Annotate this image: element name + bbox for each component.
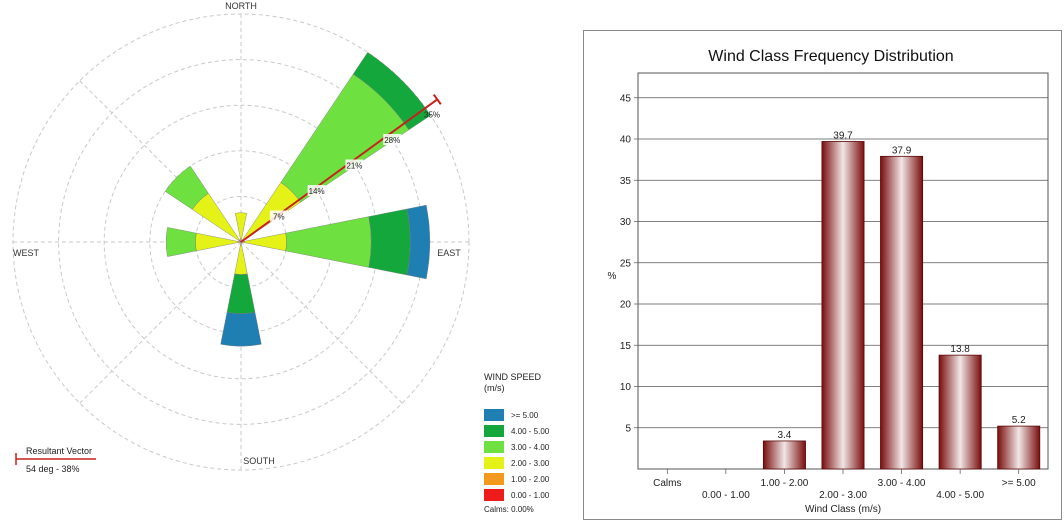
resultant-vector-value: 54 deg - 38% — [26, 464, 80, 474]
data-label: 5.2 — [1012, 415, 1026, 426]
bar — [938, 354, 982, 470]
legend-item: >= 5.00 — [484, 407, 576, 423]
legend-swatch — [484, 473, 504, 485]
y-tick-label: 15 — [620, 341, 632, 352]
bar — [762, 440, 806, 470]
legend-unit: (m/s) — [484, 383, 505, 393]
wind-speed-legend: WIND SPEED (m/s) >= 5.00 4.00 - 5.00 3.0… — [484, 372, 576, 514]
y-axis-label: % — [608, 271, 617, 282]
ring-label-bg — [383, 134, 402, 146]
ring-label: 7% — [273, 213, 285, 222]
wind-class-bar-chart: Wind Class Frequency Distribution 5 10 15 20… — [608, 48, 1049, 515]
petal-segment — [234, 244, 248, 275]
resultant-vector-icon — [15, 453, 96, 465]
legend-swatch — [484, 441, 504, 453]
legend-label: 1.00 - 2.00 — [511, 474, 550, 484]
ring-label: 14% — [309, 187, 325, 196]
data-label: 13.8 — [950, 344, 970, 355]
ring-label-bg — [345, 159, 364, 171]
y-tick-label: 10 — [620, 382, 632, 393]
x-tick-label: >= 5.00 — [1002, 478, 1036, 489]
petal-segment — [220, 312, 262, 347]
legend-item: 1.00 - 2.00 — [484, 471, 576, 487]
petal-segment — [164, 165, 209, 210]
y-tick-label: 25 — [620, 258, 632, 269]
petal-segment — [285, 216, 372, 268]
x-tick-label: 1.00 - 2.00 — [761, 478, 809, 489]
radial-line — [79, 241, 242, 404]
ring-label: 35% — [424, 111, 440, 120]
data-label: 37.9 — [892, 145, 912, 156]
x-tick-label: 2.00 - 3.00 — [819, 490, 867, 501]
wind-class-chart-panel: Wind Class Frequency Distribution 5 10 15 20… — [583, 30, 1062, 520]
radial-line — [240, 241, 403, 404]
direction-label-east: EAST — [437, 248, 461, 258]
petal-segment — [352, 52, 431, 131]
legend-label: >= 5.00 — [511, 410, 539, 420]
data-label: 39.7 — [833, 130, 853, 141]
resultant-vector-title: Resultant Vector — [26, 446, 93, 456]
ring-label-bg — [307, 185, 326, 197]
x-axis-label: Wind Class (m/s) — [805, 504, 881, 515]
direction-label-north: NORTH — [225, 1, 257, 11]
resultant-vector-key: Resultant Vector 54 deg - 38% — [14, 446, 134, 482]
legend-swatch — [484, 425, 504, 437]
bar — [880, 155, 924, 470]
y-tick-label: 5 — [625, 423, 631, 434]
legend-item: 0.00 - 1.00 — [484, 487, 576, 503]
bar — [821, 141, 865, 470]
ring-label: 21% — [346, 162, 362, 171]
direction-label-south: SOUTH — [243, 456, 275, 466]
legend-rows: >= 5.00 4.00 - 5.00 3.00 - 4.00 2.00 - 3… — [484, 407, 576, 503]
x-tick-label: 4.00 - 5.00 — [936, 490, 984, 501]
legend-title: WIND SPEED — [484, 372, 542, 382]
y-tick-label: 40 — [620, 135, 632, 146]
x-tick-label: Calms — [653, 478, 681, 489]
direction-label-west: WEST — [13, 248, 40, 258]
resultant-vector-end — [432, 93, 442, 105]
legend-swatch — [484, 409, 504, 421]
legend-label: 4.00 - 5.00 — [511, 426, 550, 436]
legend-label: 0.00 - 1.00 — [511, 490, 550, 500]
petal-segment — [235, 212, 247, 240]
legend-swatch — [484, 489, 504, 501]
x-tick-label: 3.00 - 4.00 — [878, 478, 926, 489]
wind-rose-panel: 7% 14% 21% 28% 35% NORTH SOUTH EAST WEST WIND SP… — [12, 1, 576, 514]
y-tick-label: 30 — [620, 217, 632, 228]
legend-label: 3.00 - 4.00 — [511, 442, 550, 452]
wind-rose-chart: 7% 14% 21% 28% 35% NORTH SOUTH EAST WEST — [12, 1, 470, 471]
legend-label: 2.00 - 3.00 — [511, 458, 550, 468]
legend-item: 4.00 - 5.00 — [484, 423, 576, 439]
petal-segment — [165, 227, 197, 257]
data-label: 3.4 — [777, 430, 791, 441]
petal-segment — [226, 273, 256, 314]
legend-item: 3.00 - 4.00 — [484, 439, 576, 455]
legend-item: 2.00 - 3.00 — [484, 455, 576, 471]
y-tick-label: 35 — [620, 176, 632, 187]
y-tick-label: 45 — [620, 93, 632, 104]
petal-segment — [406, 204, 431, 280]
ring-label-bg — [269, 210, 288, 222]
chart-title: Wind Class Frequency Distribution — [708, 48, 953, 65]
ring-label: 28% — [384, 136, 400, 145]
legend-swatch — [484, 457, 504, 469]
y-tick-label: 20 — [620, 300, 632, 311]
bar — [997, 425, 1041, 470]
x-tick-label: 0.00 - 1.00 — [702, 490, 750, 501]
calms-text: Calms: 0.00% — [484, 505, 534, 514]
petal-segment — [368, 208, 411, 276]
